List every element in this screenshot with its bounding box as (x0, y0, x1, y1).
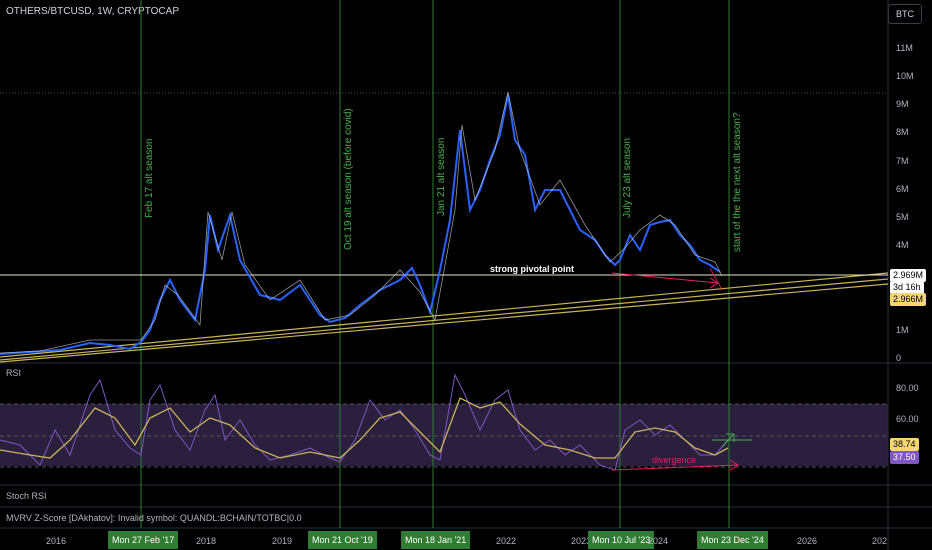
time-axis-year: 2016 (46, 536, 67, 546)
time-axis-year: 2022 (496, 536, 517, 546)
pivot-arrow-line (611, 272, 719, 284)
pivot-arrow-head (709, 277, 719, 289)
divergence-arrow-head (729, 459, 739, 471)
price-axis-label: 6M (896, 184, 909, 194)
rsi-ma-line (0, 397, 729, 459)
end-mark (709, 267, 723, 291)
annotation-oct19[interactable]: Oct 19 alt season (before covid) (343, 108, 354, 250)
annotation-jan21[interactable]: Jan 21 alt season (436, 137, 447, 216)
stoch-rsi-pane-title[interactable]: Stoch RSI (6, 491, 47, 501)
annotation-next[interactable]: start of the the next alt season? (732, 112, 743, 252)
rsi-ma-tag: 37.50 (890, 451, 919, 464)
price-series (0, 94, 721, 355)
trendline-price-tag: 2.966M (890, 293, 927, 306)
time-marker-feb17: Mon 27 Feb '17 (108, 531, 179, 549)
annotation-feb17[interactable]: Feb 17 alt season (144, 138, 155, 219)
trendline-mid (0, 278, 889, 361)
price-axis-label: 1M (896, 325, 909, 335)
price-axis-label: 11M (896, 43, 913, 53)
time-axis-year: 2024 (648, 536, 669, 546)
price-axis-label: 9M (896, 99, 909, 109)
time-marker-oct19: Mon 21 Oct '19 (308, 531, 377, 549)
rsi-axis-label: 60.00 (896, 414, 919, 424)
support-trendlines[interactable] (0, 272, 889, 363)
price-axis-label: 8M (896, 127, 909, 137)
chart-symbol-title[interactable]: OTHERS/BTCUSD, 1W, CRYPTOCAP (6, 6, 179, 17)
price-axis-label: 5M (896, 212, 909, 222)
rsi-up-arrow-head (726, 433, 735, 442)
time-marker-jan21: Mon 18 Jan '21 (401, 531, 471, 549)
rsi-line (0, 373, 729, 471)
trendline-upper (0, 272, 889, 358)
annotation-jul23[interactable]: July 23 alt season (622, 137, 633, 218)
current-price-tag: 2.969M (890, 269, 927, 282)
rsi-value-tag: 38.74 (890, 438, 919, 451)
time-axis-year: 2018 (196, 536, 217, 546)
price-axis-label: 0 (896, 353, 902, 363)
price-axis-label: 7M (896, 156, 909, 166)
price-series-wicks (0, 91, 723, 354)
rsi-pane-title[interactable]: RSI (6, 368, 22, 378)
time-axis-year: 2019 (272, 536, 293, 546)
time-axis-year: 202 (872, 536, 888, 546)
bar-countdown-tag: 3d 16h (890, 281, 924, 294)
mvrv-pane-title[interactable]: MVRV Z-Score [DAkhatov]: Invalid symbol:… (6, 513, 302, 523)
time-marker-jul23: Mon 10 Jul '23 (588, 531, 655, 549)
rsi-axis-label: 80.00 (896, 383, 919, 393)
time-axis-year: 2026 (797, 536, 818, 546)
time-axis-year: 2023 (571, 536, 592, 546)
rsi-up-arrow (721, 434, 734, 448)
price-axis-label: 4M (896, 240, 909, 250)
trendline-lower (0, 283, 889, 363)
price-axis-label: 10M (896, 71, 914, 81)
time-marker-dec24: Mon 23 Dec '24 (697, 531, 768, 549)
annotation-pivot[interactable]: strong pivotal point (490, 264, 574, 274)
annotation-divergence[interactable]: divergence (652, 455, 697, 465)
divergence-arrow (611, 464, 739, 471)
